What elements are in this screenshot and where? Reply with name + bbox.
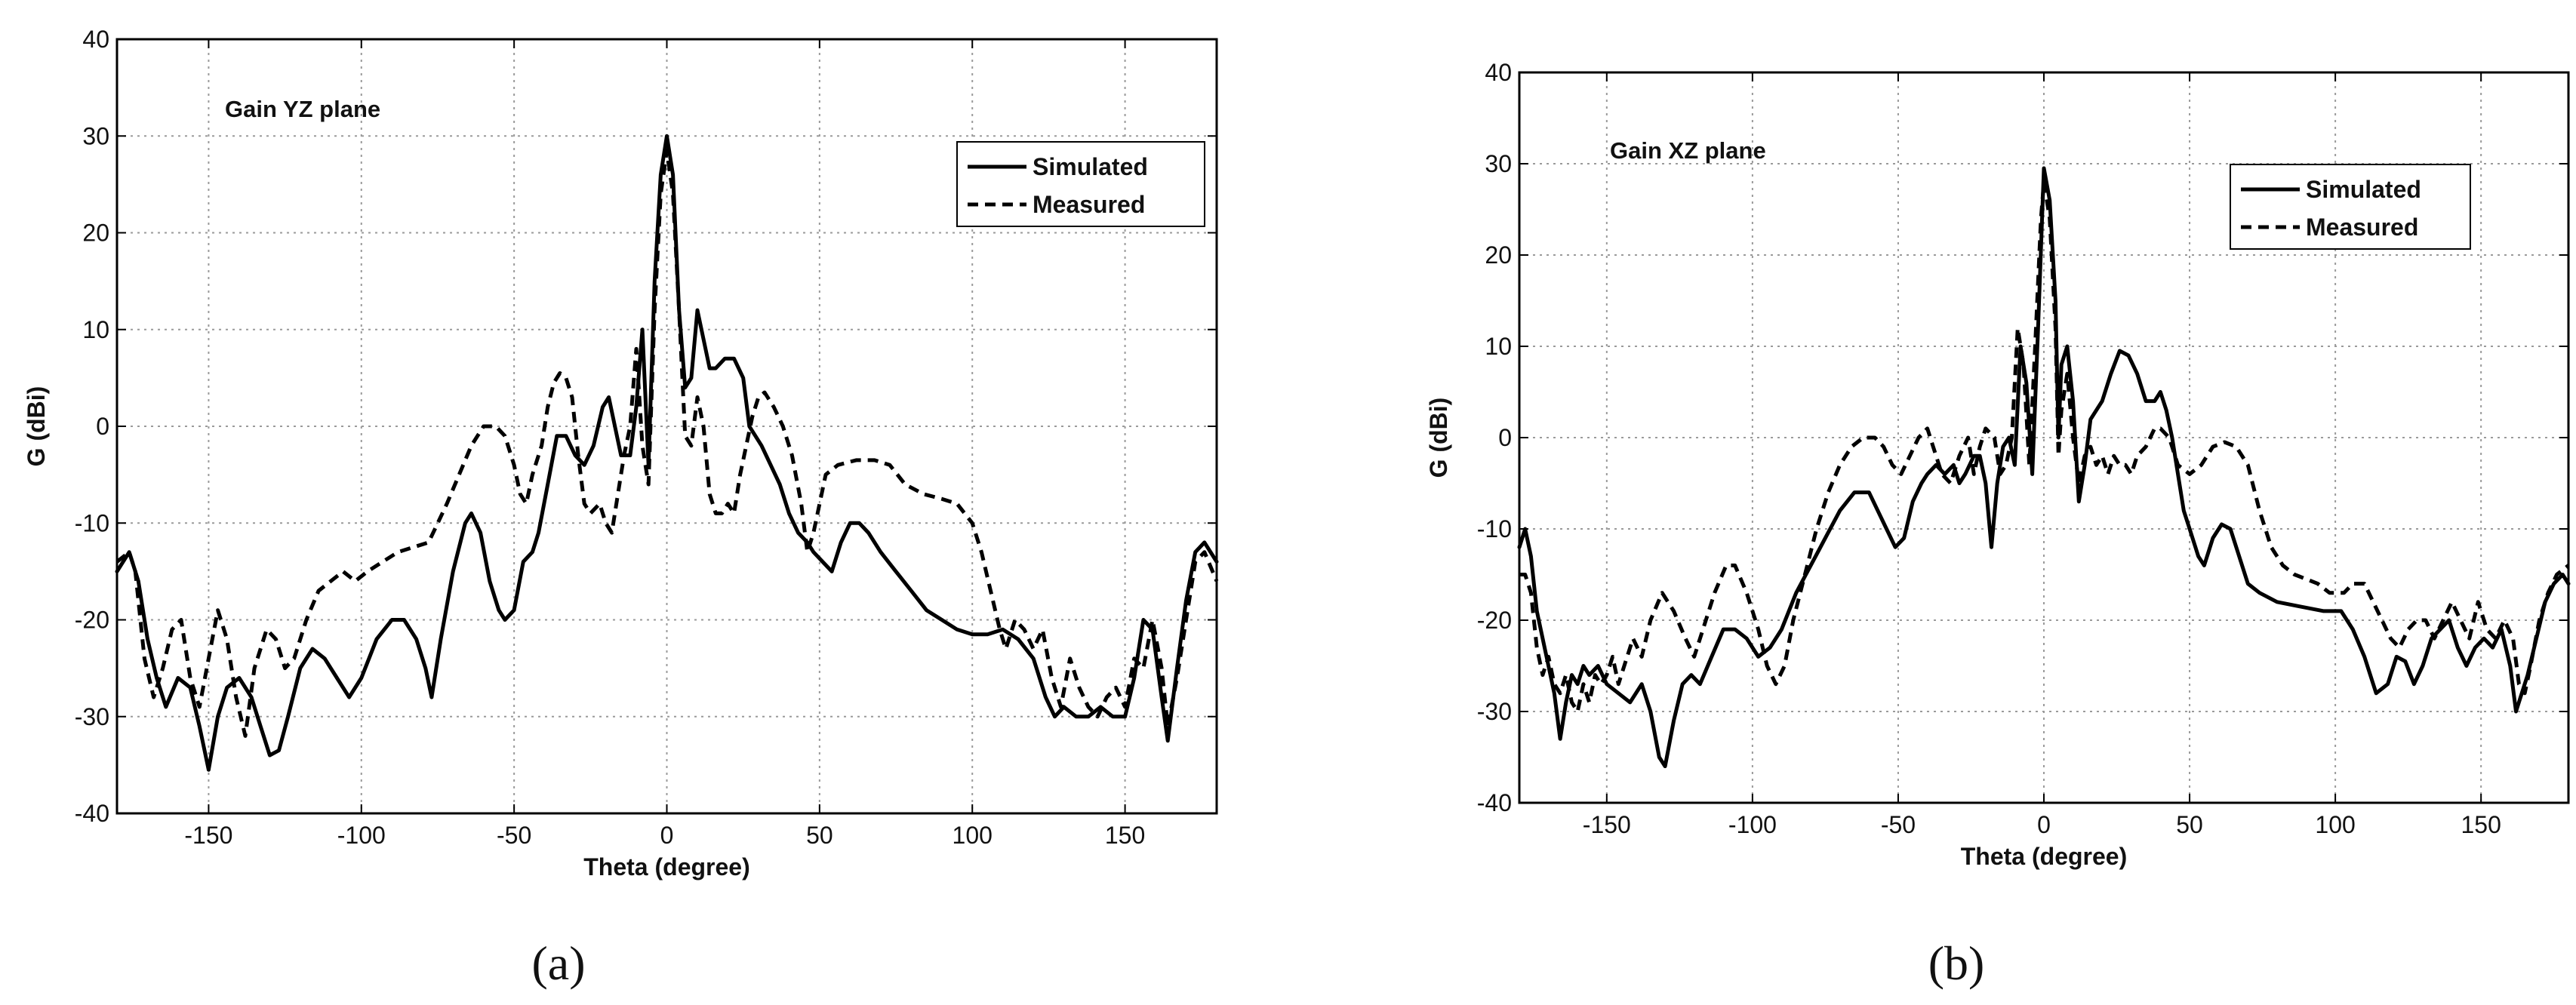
y-tick-label: -20 [75, 607, 109, 634]
legend-box [956, 141, 1205, 227]
y-tick-label: 0 [96, 413, 109, 440]
panel-a: -150 -100 -50 0 50 100 150-40-30-20-1001020304… [23, 26, 1219, 990]
y-tick-label: -40 [75, 800, 109, 827]
x-axis-label: Theta (degree) [583, 853, 749, 881]
y-tick-label: 20 [82, 220, 109, 247]
panel-caption: (b) [1928, 936, 1985, 990]
x-tick-label: 150 [1105, 822, 1145, 849]
x-tick-label: -50 [497, 822, 531, 849]
x-tick-label: 150 [2461, 811, 2501, 838]
y-tick-label: 10 [1485, 333, 1512, 360]
x-tick-label: -50 [1881, 811, 1916, 838]
y-tick-label: 0 [1498, 424, 1512, 451]
series-line-measured [1519, 180, 2570, 714]
legend-label-measured: Measured [2306, 214, 2418, 241]
series-line-measured [115, 149, 1219, 738]
panel-caption: (a) [531, 936, 585, 990]
legend-label-simulated: Simulated [1033, 153, 1148, 180]
y-tick-label: -20 [1477, 607, 1512, 634]
panel-b: -150 -100 -50 0 50 100 150-40-30-20-1001020304… [1425, 59, 2571, 990]
plot-frame [115, 38, 1218, 815]
y-tick-label: -10 [75, 509, 109, 536]
y-tick-label: 40 [82, 26, 109, 53]
y-tick-label: 10 [82, 316, 109, 343]
plane-annotation: Gain XZ plane [1610, 137, 1766, 164]
y-tick-label: 30 [1485, 150, 1512, 177]
x-tick-label: 50 [2176, 811, 2203, 838]
y-tick-label: -40 [1477, 789, 1512, 816]
series-line-simulated [115, 134, 1219, 772]
x-axis-label: Theta (degree) [1961, 843, 2127, 870]
y-tick-label: 20 [1485, 241, 1512, 269]
x-tick-label: -100 [1728, 811, 1777, 838]
plane-annotation: Gain YZ plane [225, 96, 380, 122]
x-tick-label: 0 [2037, 811, 2051, 838]
legend-label-measured: Measured [1033, 191, 1145, 218]
legend-box [2230, 164, 2471, 250]
y-tick-label: -30 [1477, 698, 1512, 725]
y-tick-label: 40 [1485, 59, 1512, 86]
x-tick-label: -100 [337, 822, 386, 849]
y-axis-label: G (dBi) [23, 386, 50, 467]
x-tick-label: 100 [953, 822, 993, 849]
x-tick-label: 100 [2315, 811, 2355, 838]
y-axis-label: G (dBi) [1425, 398, 1452, 478]
y-tick-label: -10 [1477, 515, 1512, 542]
x-tick-label: 50 [806, 822, 833, 849]
legend-label-simulated: Simulated [2306, 176, 2421, 203]
x-tick-label: -150 [1583, 811, 1631, 838]
x-tick-label: -150 [184, 822, 232, 849]
y-tick-label: -30 [75, 703, 109, 730]
plot-frame [1518, 71, 2570, 804]
y-tick-label: 30 [82, 122, 109, 149]
x-tick-label: 0 [660, 822, 674, 849]
